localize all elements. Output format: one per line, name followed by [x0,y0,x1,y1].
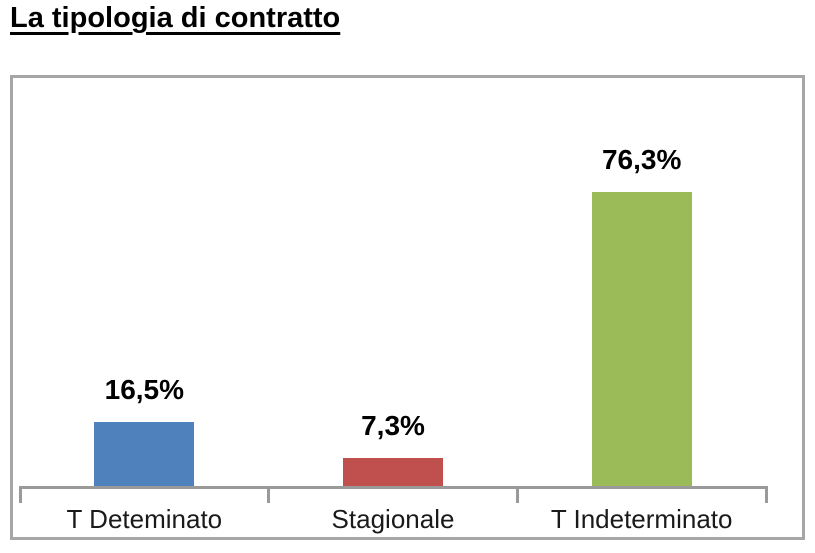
x-axis-tick [764,486,768,503]
x-axis-tick [18,486,22,503]
x-axis-tick [267,486,271,503]
x-axis-tick [515,486,519,503]
value-label: 7,3% [361,409,425,441]
value-label: 76,3% [601,144,682,176]
x-axis-line [20,486,766,489]
category-label: T Deteminato [66,504,223,534]
bar-3 [591,192,692,486]
page-title: La tipologia di contratto [10,2,341,34]
value-label: 16,5% [104,374,185,406]
bar-1 [94,422,195,486]
bar-chart: 16,5% T Deteminato 7,3% Stagionale 76,3% T In… [10,75,805,540]
plot-area: 16,5% T Deteminato 7,3% Stagionale 76,3% T In… [13,78,802,537]
category-label: Stagionale [331,504,455,534]
bar-2 [343,457,443,486]
category-label: T Indeterminato [550,504,733,534]
